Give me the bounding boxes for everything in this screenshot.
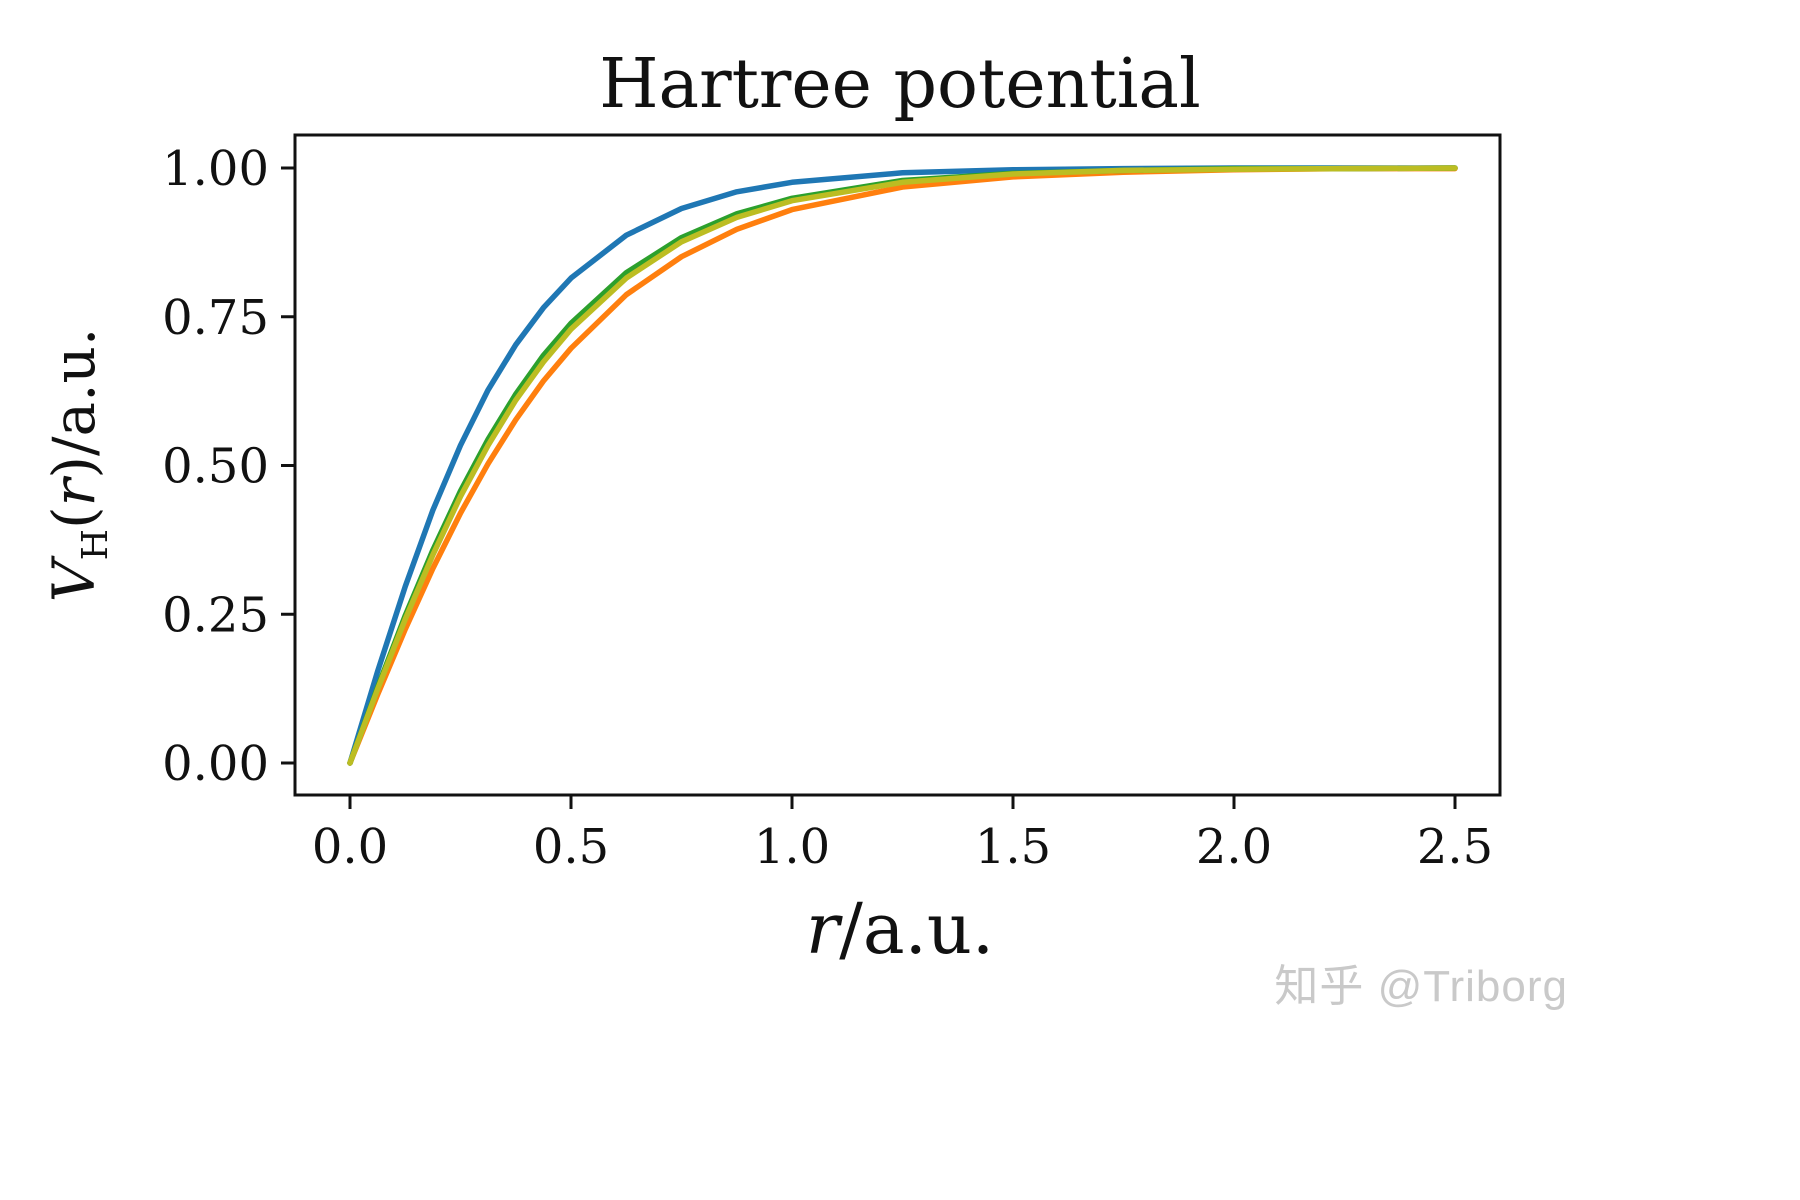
x-tick-label: 1.0 [754,819,830,875]
x-tick-label: 0.5 [533,819,609,875]
y-tick-label: 0.50 [162,439,269,495]
series-line-orange [347,165,1458,766]
x-tick-label: 1.5 [975,819,1051,875]
y-tick-label: 0.00 [162,736,269,792]
series-line-blue [347,165,1458,766]
y-tick-label: 1.00 [162,141,269,197]
x-tick-label: 0.0 [312,819,388,875]
x-tick-label: 2.5 [1417,819,1493,875]
watermark: 知乎 @Triborg [1274,962,1568,1011]
chart-title: Hartree potential [599,45,1201,124]
x-tick-label: 2.0 [1196,819,1272,875]
y-tick-label: 0.25 [162,587,269,643]
y-tick-label: 0.75 [162,290,269,346]
x-axis-label: r/a.u. [805,888,995,970]
series-line-green [347,165,1458,766]
plot-frame [293,133,1502,797]
series-line-olive [347,165,1458,766]
